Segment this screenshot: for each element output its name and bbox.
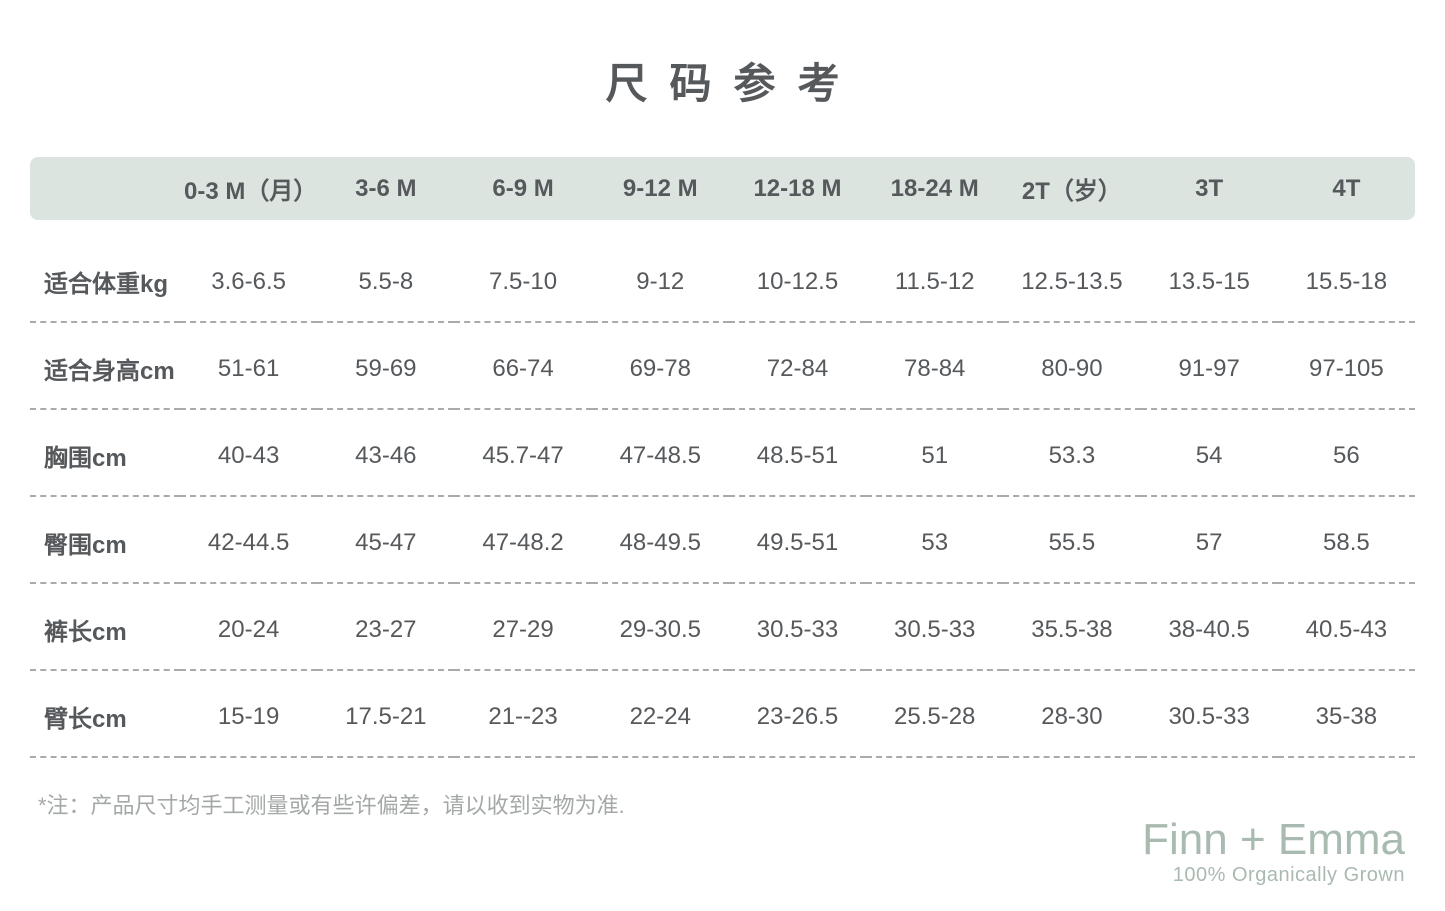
cell: 20-24 <box>180 583 317 670</box>
size-chart-table: 0-3 M（月） 3-6 M 6-9 M 9-12 M 12-18 M 18-2… <box>30 157 1415 758</box>
cell: 43-46 <box>317 409 454 496</box>
table-row: 臀围cm 42-44.5 45-47 47-48.2 48-49.5 49.5-… <box>30 496 1415 583</box>
cell: 97-105 <box>1278 322 1415 409</box>
cell: 51-61 <box>180 322 317 409</box>
cell: 56 <box>1278 409 1415 496</box>
cell: 13.5-15 <box>1141 220 1278 322</box>
cell: 45-47 <box>317 496 454 583</box>
cell: 91-97 <box>1141 322 1278 409</box>
cell: 54 <box>1141 409 1278 496</box>
cell: 11.5-12 <box>866 220 1003 322</box>
cell: 53 <box>866 496 1003 583</box>
cell: 3.6-6.5 <box>180 220 317 322</box>
cell: 49.5-51 <box>729 496 866 583</box>
table-row: 臂长cm 15-19 17.5-21 21--23 22-24 23-26.5 … <box>30 670 1415 757</box>
brand-sub-text: 100% Organically Grown <box>1142 864 1405 887</box>
cell: 30.5-33 <box>1141 670 1278 757</box>
table-row: 适合体重kg 3.6-6.5 5.5-8 7.5-10 9-12 10-12.5… <box>30 220 1415 322</box>
table-header-row: 0-3 M（月） 3-6 M 6-9 M 9-12 M 12-18 M 18-2… <box>30 157 1415 220</box>
cell: 35-38 <box>1278 670 1415 757</box>
cell: 48-49.5 <box>592 496 729 583</box>
cell: 40.5-43 <box>1278 583 1415 670</box>
cell: 57 <box>1141 496 1278 583</box>
cell: 27-29 <box>454 583 591 670</box>
cell: 9-12 <box>592 220 729 322</box>
table-row: 胸围cm 40-43 43-46 45.7-47 47-48.5 48.5-51… <box>30 409 1415 496</box>
page-title: 尺码参考 <box>30 50 1415 111</box>
col-header: 4T <box>1278 157 1415 220</box>
row-label: 裤长cm <box>30 583 180 670</box>
cell: 45.7-47 <box>454 409 591 496</box>
col-header: 2T（岁） <box>1003 157 1140 220</box>
cell: 30.5-33 <box>866 583 1003 670</box>
col-header <box>30 157 180 220</box>
cell: 78-84 <box>866 322 1003 409</box>
cell: 17.5-21 <box>317 670 454 757</box>
cell: 58.5 <box>1278 496 1415 583</box>
cell: 15.5-18 <box>1278 220 1415 322</box>
col-header: 3-6 M <box>317 157 454 220</box>
cell: 69-78 <box>592 322 729 409</box>
cell: 21--23 <box>454 670 591 757</box>
cell: 28-30 <box>1003 670 1140 757</box>
cell: 47-48.2 <box>454 496 591 583</box>
cell: 30.5-33 <box>729 583 866 670</box>
table-body: 适合体重kg 3.6-6.5 5.5-8 7.5-10 9-12 10-12.5… <box>30 220 1415 757</box>
cell: 23-26.5 <box>729 670 866 757</box>
col-header: 12-18 M <box>729 157 866 220</box>
cell: 51 <box>866 409 1003 496</box>
row-label: 胸围cm <box>30 409 180 496</box>
row-label: 适合身高cm <box>30 322 180 409</box>
row-label: 适合体重kg <box>30 220 180 322</box>
cell: 72-84 <box>729 322 866 409</box>
cell: 7.5-10 <box>454 220 591 322</box>
table-row: 裤长cm 20-24 23-27 27-29 29-30.5 30.5-33 3… <box>30 583 1415 670</box>
cell: 29-30.5 <box>592 583 729 670</box>
row-label: 臂长cm <box>30 670 180 757</box>
cell: 48.5-51 <box>729 409 866 496</box>
cell: 53.3 <box>1003 409 1140 496</box>
cell: 59-69 <box>317 322 454 409</box>
cell: 55.5 <box>1003 496 1140 583</box>
col-header: 18-24 M <box>866 157 1003 220</box>
col-header: 3T <box>1141 157 1278 220</box>
cell: 12.5-13.5 <box>1003 220 1140 322</box>
brand-logo: Finn + Emma 100% Organically Grown <box>1142 818 1405 887</box>
cell: 25.5-28 <box>866 670 1003 757</box>
cell: 42-44.5 <box>180 496 317 583</box>
row-label: 臀围cm <box>30 496 180 583</box>
col-header: 6-9 M <box>454 157 591 220</box>
cell: 35.5-38 <box>1003 583 1140 670</box>
cell: 40-43 <box>180 409 317 496</box>
cell: 10-12.5 <box>729 220 866 322</box>
cell: 80-90 <box>1003 322 1140 409</box>
cell: 5.5-8 <box>317 220 454 322</box>
cell: 47-48.5 <box>592 409 729 496</box>
col-header: 9-12 M <box>592 157 729 220</box>
cell: 22-24 <box>592 670 729 757</box>
cell: 38-40.5 <box>1141 583 1278 670</box>
cell: 66-74 <box>454 322 591 409</box>
cell: 15-19 <box>180 670 317 757</box>
col-header: 0-3 M（月） <box>180 157 317 220</box>
brand-main-text: Finn + Emma <box>1142 818 1405 862</box>
cell: 23-27 <box>317 583 454 670</box>
table-row: 适合身高cm 51-61 59-69 66-74 69-78 72-84 78-… <box>30 322 1415 409</box>
